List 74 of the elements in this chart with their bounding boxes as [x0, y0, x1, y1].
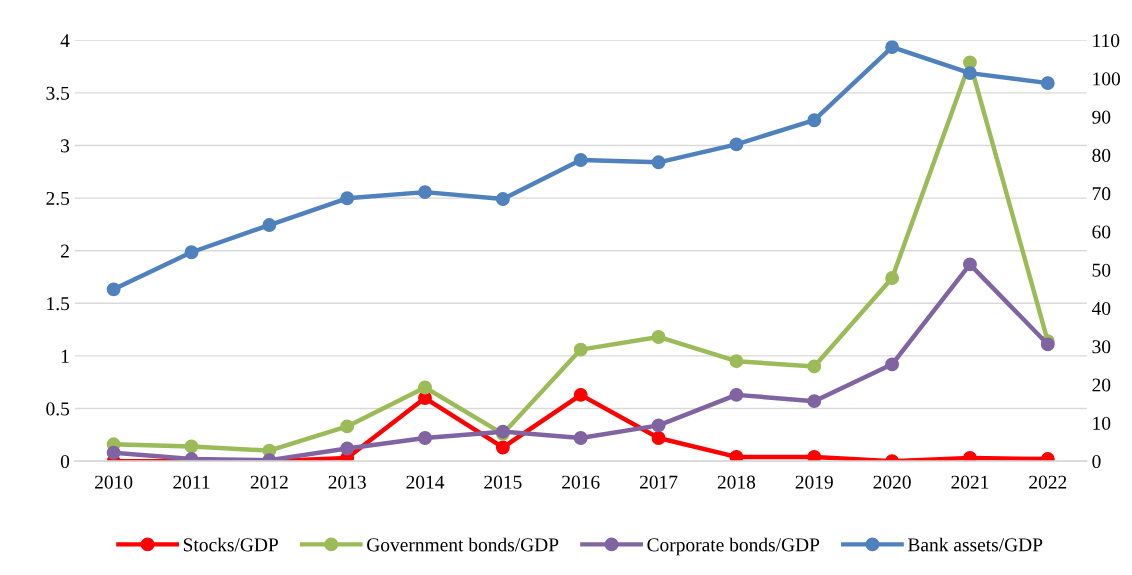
x-tick-label: 2021 — [951, 475, 989, 489]
legend-label: Bank assets/GDP — [907, 537, 1043, 552]
x-tick-label: 2012 — [250, 475, 288, 489]
point — [651, 431, 666, 445]
y-tick-label: 1 — [61, 349, 69, 363]
point — [418, 185, 432, 200]
legend-label: Stocks/GDP — [183, 537, 278, 552]
x-tick-label: 2013 — [328, 475, 366, 489]
legend-label: Government bonds/GDP — [367, 537, 559, 552]
y2-tick-label: 50 — [1092, 263, 1111, 277]
point — [573, 342, 588, 357]
point — [729, 137, 744, 152]
x-tick-label: 2010 — [95, 475, 133, 489]
y2-tick-label: 20 — [1092, 378, 1111, 392]
point — [262, 218, 277, 233]
y2-tick-label: 30 — [1092, 340, 1111, 354]
y2-tick-label: 10 — [1093, 416, 1111, 430]
y2-tick-label: 70 — [1092, 187, 1111, 201]
point — [651, 155, 666, 170]
point — [106, 445, 121, 460]
point — [573, 431, 588, 445]
y2-tick-label: 110 — [1093, 34, 1120, 48]
x-tick-label: 2022 — [1029, 475, 1067, 489]
x-tick-label: 2020 — [873, 475, 911, 489]
y2-tick-label: 0 — [1092, 454, 1101, 469]
point — [106, 282, 121, 297]
point — [729, 449, 744, 462]
y2-tick-label: 80 — [1092, 148, 1111, 162]
y-tick-label: 2 — [60, 244, 69, 258]
point — [573, 387, 588, 402]
point — [340, 419, 355, 434]
y2-tick-label: 100 — [1093, 72, 1121, 86]
y-tick-label: 1.5 — [47, 297, 70, 311]
point — [963, 257, 977, 272]
point — [418, 380, 432, 395]
x-tick-label: 2017 — [639, 475, 678, 489]
point — [184, 439, 199, 454]
point — [885, 40, 900, 55]
point — [651, 418, 666, 433]
point — [651, 330, 666, 344]
point — [418, 431, 432, 445]
point — [495, 440, 510, 455]
point — [807, 113, 822, 128]
point — [495, 192, 510, 206]
y-tick-label: 3.5 — [46, 86, 70, 100]
x-tick-label: 2014 — [406, 475, 445, 489]
x-tick-label: 2018 — [717, 475, 756, 489]
point — [963, 66, 977, 81]
point — [729, 387, 744, 402]
y-tick-label: 0 — [60, 454, 70, 469]
point — [340, 191, 355, 206]
point — [1040, 76, 1055, 91]
point — [807, 394, 822, 409]
x-tick-label: 2019 — [795, 475, 833, 489]
y2-tick-label: 40 — [1091, 301, 1111, 316]
y2-tick-label: 90 — [1092, 110, 1111, 124]
x-tick-label: 2015 — [484, 475, 522, 489]
y-tick-label: 2.5 — [46, 191, 70, 206]
legend-label: Corporate bonds/GDP — [647, 537, 820, 556]
y-tick-label: 0.5 — [46, 402, 70, 416]
point — [340, 441, 355, 456]
point — [729, 354, 744, 369]
point — [885, 271, 900, 286]
y-tick-label: 3 — [61, 139, 70, 153]
x-tick-label: 2011 — [173, 475, 210, 489]
point — [807, 449, 822, 462]
x-tick-label: 2016 — [562, 475, 600, 489]
point — [807, 359, 822, 374]
y2-tick-label: 60 — [1092, 225, 1111, 239]
point — [963, 451, 977, 462]
point — [573, 153, 588, 167]
y-tick-label: 4 — [60, 34, 70, 47]
point — [885, 357, 900, 372]
point — [184, 245, 199, 260]
